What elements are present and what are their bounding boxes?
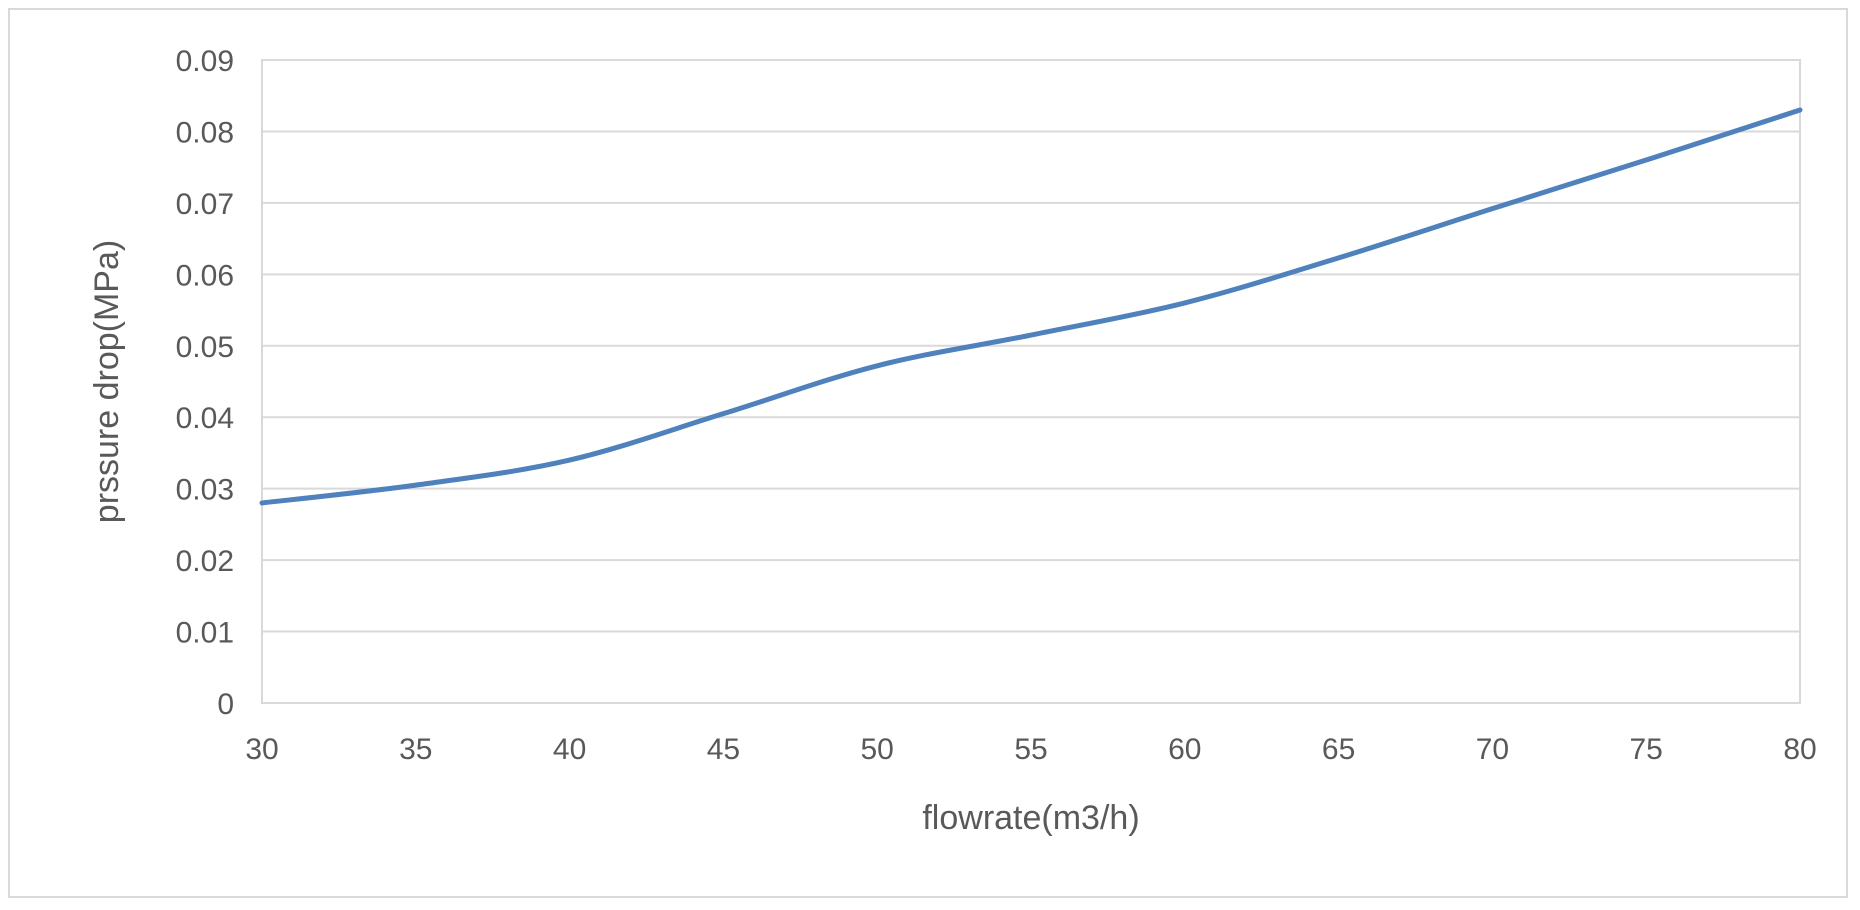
x-tick-label: 30 [245,733,278,766]
series-line [259,107,1803,506]
y-tick-label: 0.05 [176,331,234,364]
x-tick-label: 35 [399,733,432,766]
x-tick-label: 80 [1783,733,1816,766]
y-tick-label: 0.03 [176,474,234,507]
x-tick-label: 40 [553,733,586,766]
y-tick-label: 0.02 [176,545,234,578]
x-tick-label: 55 [1014,733,1047,766]
y-tick-label: 0.08 [176,116,234,149]
y-tick-label: 0.01 [176,617,234,650]
x-tick-label: 65 [1322,733,1355,766]
y-tick-label: 0.09 [176,45,234,78]
x-axis-ticks: 30 35 40 45 50 55 60 65 70 75 80 [245,733,1816,766]
y-axis-title: prssure drop(MPa) [88,240,126,523]
x-axis-title: flowrate(m3/h) [922,799,1139,837]
x-tick-label: 75 [1630,733,1663,766]
x-tick-label: 60 [1168,733,1201,766]
y-tick-label: 0.06 [176,259,234,292]
y-axis-ticks: 0 0.01 0.02 0.03 0.04 0.05 0.06 0.07 0.08 0.09 [176,45,234,721]
y-tick-label: 0.04 [176,402,234,435]
series-layer [259,107,1803,506]
x-tick-label: 50 [861,733,894,766]
y-tick-label: 0 [217,688,234,721]
chart-frame [8,8,1848,898]
y-tick-label: 0.07 [176,188,234,221]
x-tick-label: 45 [707,733,740,766]
x-tick-label: 70 [1476,733,1509,766]
plot-area-border [261,59,1801,704]
gridlines [262,59,1800,704]
